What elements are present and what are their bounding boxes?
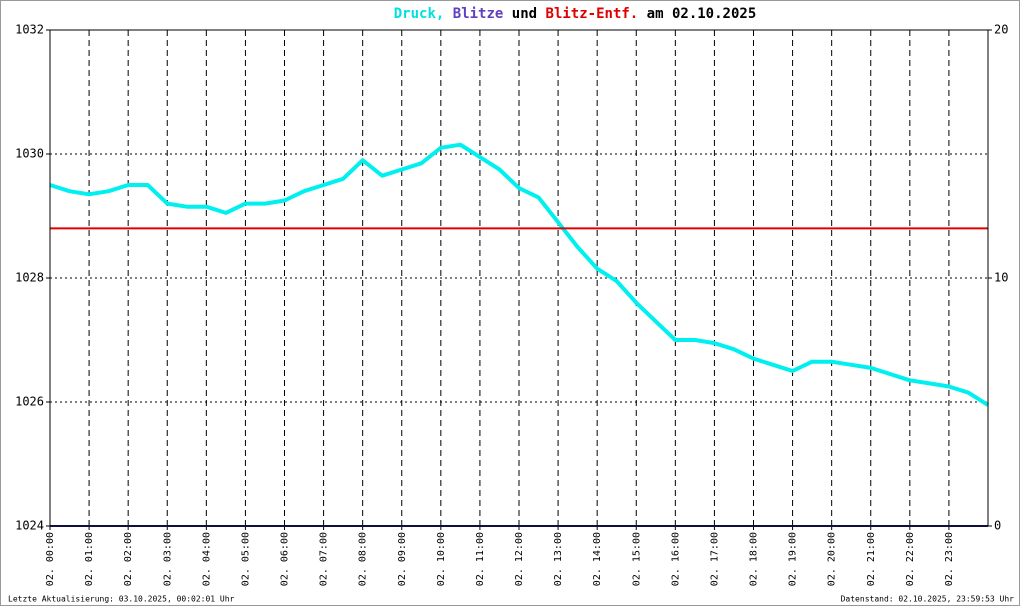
x-tick-label: 02. 14:00 — [592, 532, 603, 586]
x-tick-label: 02. 11:00 — [475, 532, 486, 586]
x-tick-label: 02. 05:00 — [240, 532, 251, 586]
x-tick-label: 02. 07:00 — [319, 532, 330, 586]
x-tick-label: 02. 23:00 — [944, 532, 955, 586]
footer-left: Letzte Aktualisierung: 03.10.2025, 00:02… — [8, 595, 235, 604]
x-tick-label: 02. 04:00 — [201, 532, 212, 586]
y-tick-label: 1024 — [15, 519, 44, 533]
y-tick-label: 1026 — [15, 395, 44, 409]
y-tick-label: 1032 — [15, 23, 44, 37]
x-tick-label: 02. 16:00 — [670, 532, 681, 586]
title-part: und — [512, 6, 537, 22]
x-tick-label: 02. 06:00 — [280, 532, 291, 586]
x-tick-label: 02. 01:00 — [84, 532, 95, 586]
x-tick-label: 02. 13:00 — [553, 532, 564, 586]
y-tick-label: 1028 — [15, 271, 44, 285]
x-tick-label: 02. 15:00 — [631, 532, 642, 586]
x-tick-label: 02. 17:00 — [709, 532, 720, 586]
x-tick-label: 02. 20:00 — [827, 532, 838, 586]
x-tick-label: 02. 22:00 — [905, 532, 916, 586]
x-tick-label: 02. 00:00 — [45, 532, 56, 586]
y2-tick-label: 0 — [994, 519, 1001, 533]
y-tick-label: 1030 — [15, 147, 44, 161]
x-tick-label: 02. 09:00 — [397, 532, 408, 586]
x-tick-label: 02. 12:00 — [514, 532, 525, 586]
x-tick-label: 02. 21:00 — [866, 532, 877, 586]
chart-title: Druck, Blitze und Blitz-Entf. am 02.10.2… — [394, 6, 757, 22]
series-line — [49, 142, 990, 407]
x-tick-label: 02. 03:00 — [162, 532, 173, 586]
title-part: Druck, — [394, 6, 445, 22]
x-tick-label: 02. 19:00 — [788, 532, 799, 586]
plot-border — [49, 29, 989, 527]
title-part: Blitze — [453, 6, 504, 22]
x-tick-label: 02. 18:00 — [749, 532, 760, 586]
x-tick-label: 02. 02:00 — [123, 532, 134, 586]
footer-right: Datenstand: 02.10.2025, 23:59:53 Uhr — [841, 595, 1015, 604]
title-part: am 02.10.2025 — [647, 6, 757, 22]
title-part: Blitz-Entf. — [546, 6, 639, 22]
x-tick-label: 02. 10:00 — [436, 532, 447, 586]
y2-tick-label: 20 — [994, 23, 1008, 37]
y2-tick-label: 10 — [994, 271, 1008, 285]
x-tick-label: 02. 08:00 — [358, 532, 369, 586]
